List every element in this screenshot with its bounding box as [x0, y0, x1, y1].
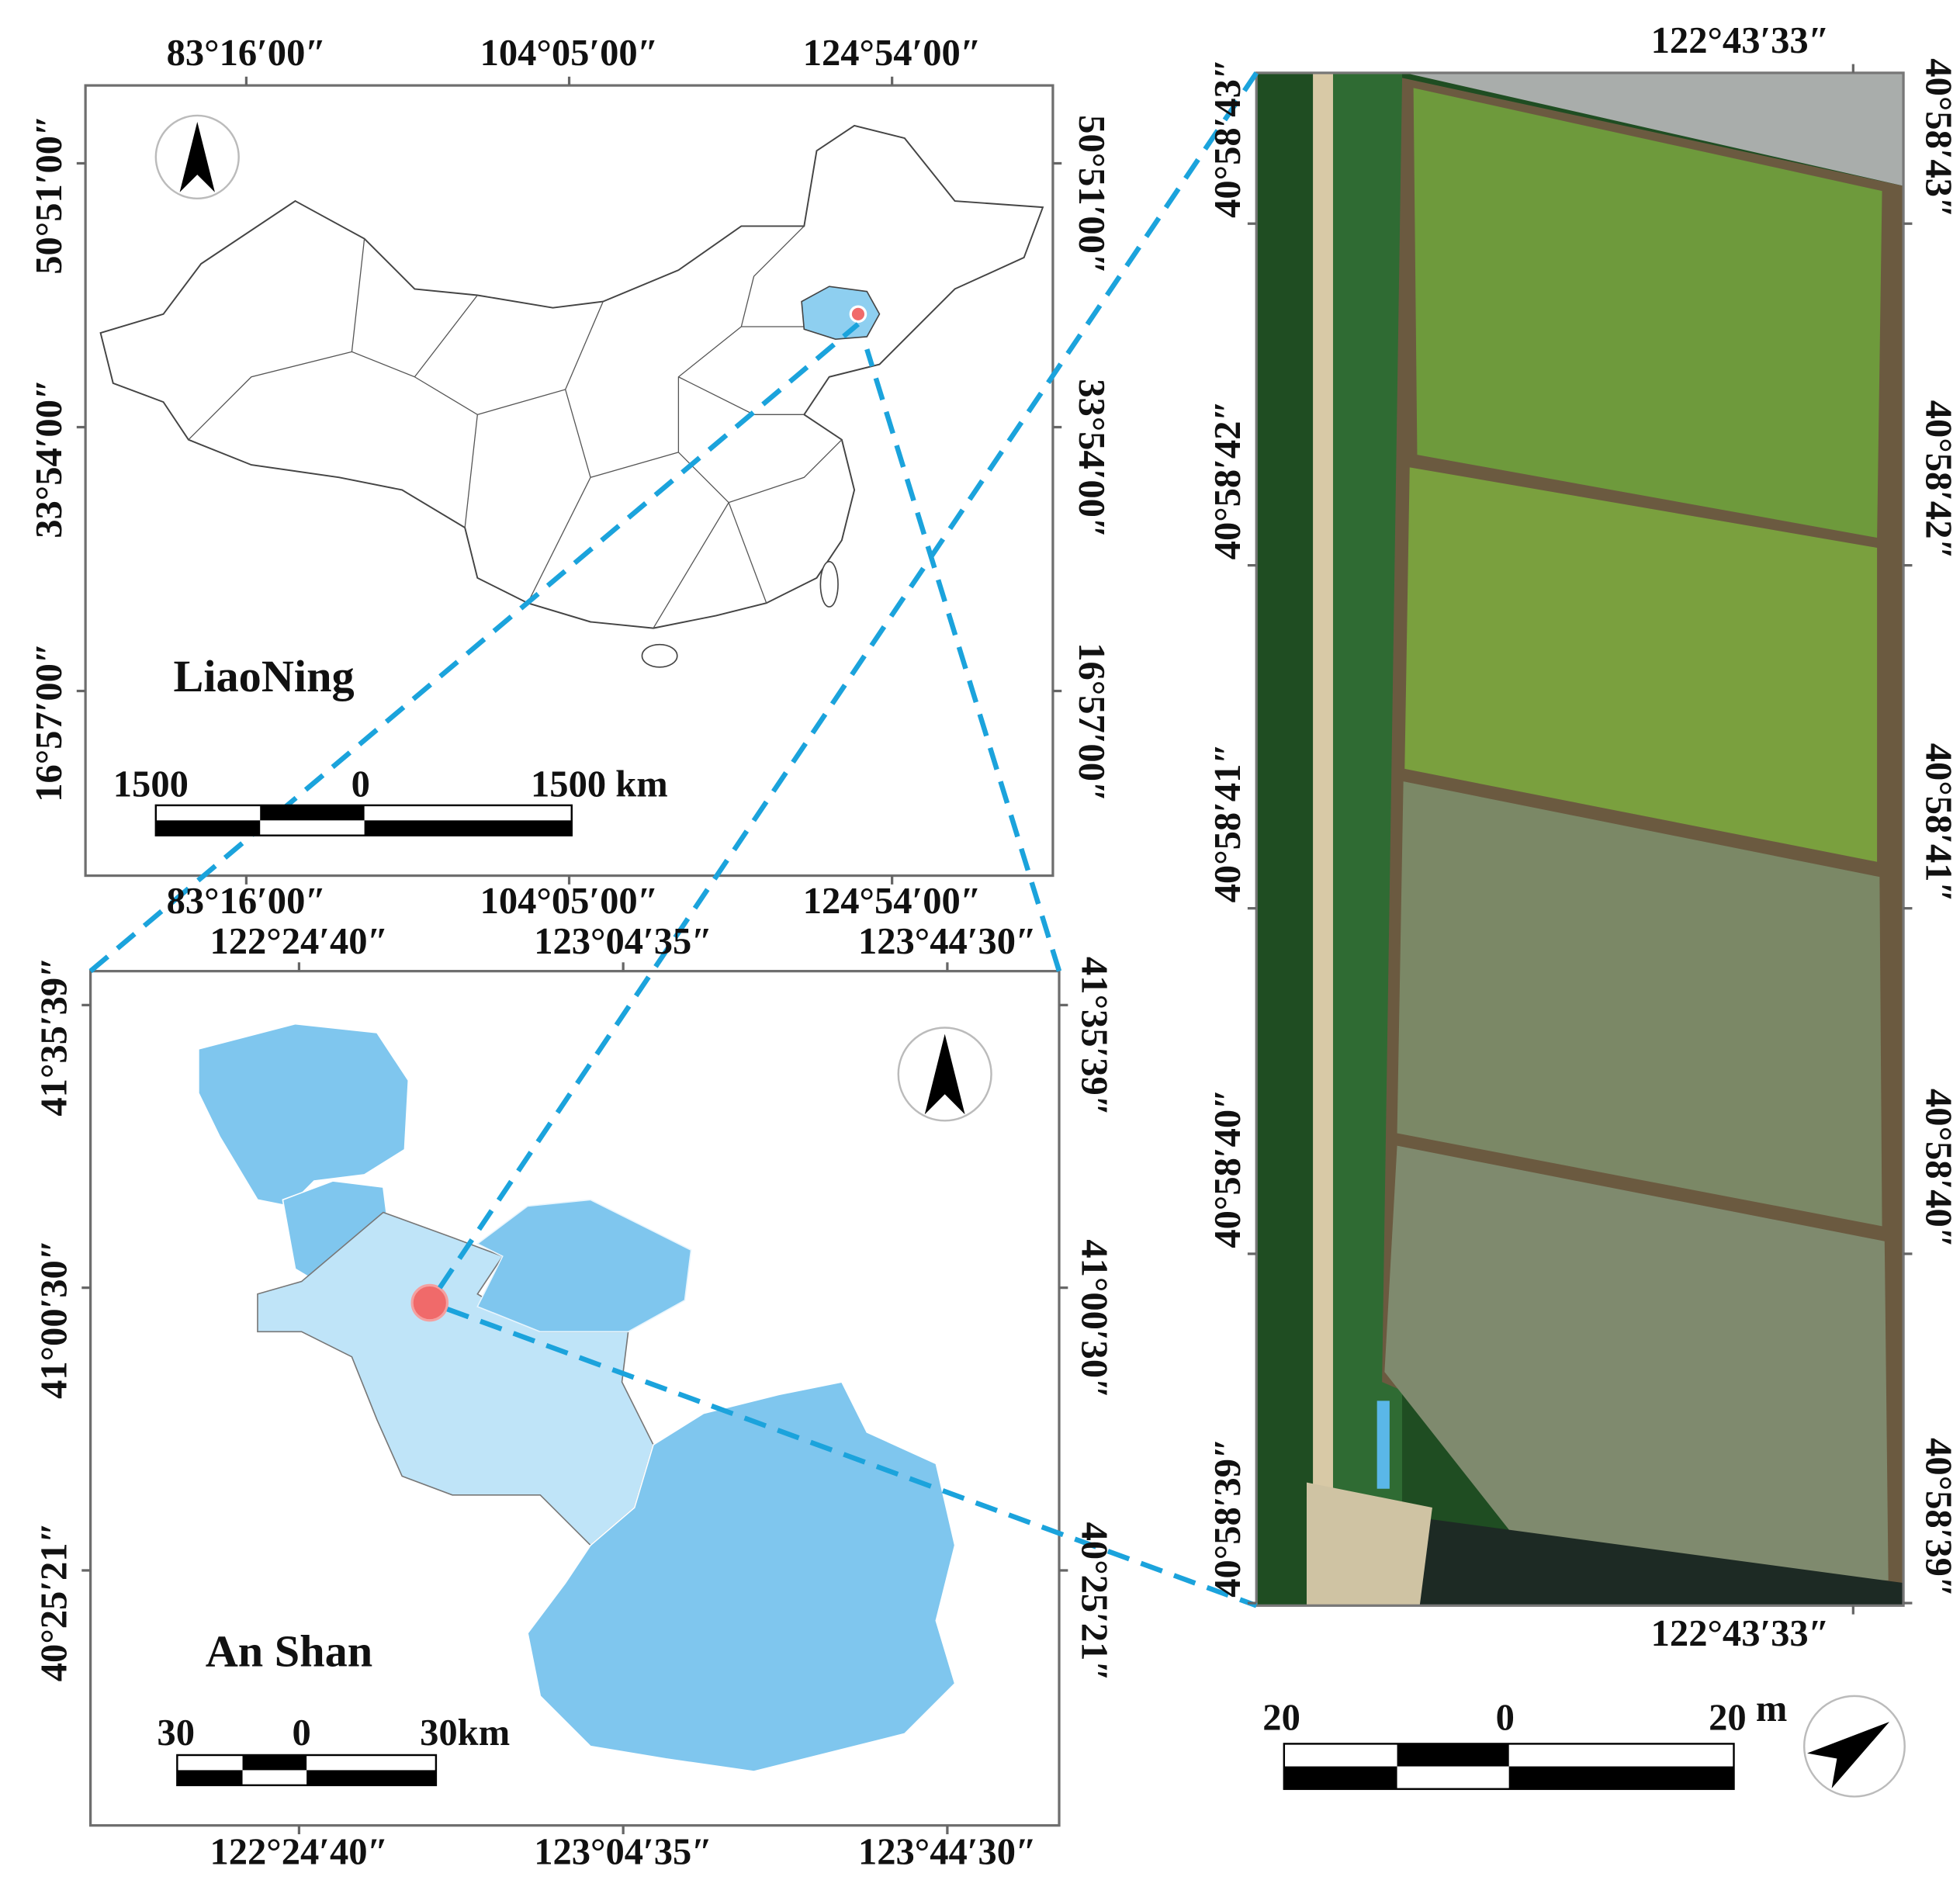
y-coordinate-label: 40°58′43″ — [1917, 58, 1959, 218]
y-coordinate-label: 41°00′30″ — [1073, 1239, 1115, 1399]
scale-label: 0 — [1496, 1696, 1515, 1738]
y-coordinate-label: 40°58′39″ — [1917, 1438, 1959, 1598]
aerial-panel — [1255, 71, 1906, 1798]
road — [1313, 72, 1333, 1606]
field — [1404, 467, 1878, 862]
scale-bar-segment — [1508, 1766, 1734, 1789]
china-panel — [84, 84, 1054, 878]
y-coordinate-label: 41°00′30″ — [33, 1239, 75, 1399]
liaoning — [801, 286, 881, 340]
x-coordinate-label: 104°05′00″ — [480, 880, 659, 922]
connectors — [88, 71, 1259, 1608]
connector-line — [864, 348, 1062, 972]
place-name: An Shan — [206, 1626, 372, 1676]
y-coordinate-label: 41°35′39″ — [33, 957, 75, 1117]
y-coordinate-label: 16°57′00″ — [1071, 642, 1113, 802]
x-coordinate-label: 123°04′35″ — [534, 920, 712, 962]
scale-bar-segment — [177, 1770, 243, 1785]
y-coordinate-label: 40°25′21″ — [1073, 1522, 1115, 1682]
taiwan — [819, 560, 839, 608]
y-coordinate-label: 40°58′40″ — [1207, 1089, 1248, 1248]
water-tank — [1377, 1401, 1390, 1489]
connector-line — [88, 322, 861, 974]
china-outline — [99, 124, 1044, 629]
scale-bar-segment — [1283, 1766, 1397, 1789]
x-coordinate-label: 122°43′33″ — [1651, 19, 1830, 61]
y-coordinate-label: 40°58′39″ — [1207, 1438, 1248, 1598]
region — [476, 1199, 692, 1333]
north-arrow — [1802, 1695, 1906, 1798]
region — [198, 1023, 410, 1207]
yard — [1306, 1482, 1432, 1606]
y-coordinate-label: 40°58′43″ — [1207, 58, 1248, 218]
scale-label: 30km — [420, 1712, 510, 1754]
connector-line — [446, 1307, 1258, 1608]
scale-bar-segment — [242, 1754, 307, 1771]
x-coordinate-label: 124°54′00″ — [803, 32, 982, 74]
y-coordinate-label: 16°57′00″ — [28, 642, 70, 802]
greenhouse — [1404, 72, 1904, 186]
scale-label: 1500 — [113, 763, 189, 805]
scale-bar-segment — [364, 820, 572, 836]
x-coordinate-label: 104°05′00″ — [480, 32, 659, 74]
scale-label: 0 — [351, 763, 370, 805]
y-coordinate-label: 40°58′40″ — [1917, 1089, 1959, 1248]
x-coordinate-label: 122°24′40″ — [210, 1831, 388, 1873]
y-coordinate-label: 50°51′00″ — [28, 115, 70, 275]
x-coordinate-label: 123°44′30″ — [858, 920, 1037, 962]
location-dot — [410, 1283, 449, 1322]
x-coordinate-label: 123°44′30″ — [858, 1831, 1037, 1873]
y-coordinate-label: 33°54′00″ — [28, 379, 70, 538]
labels: 83°16′00″83°16′00″104°05′00″104°05′00″12… — [28, 19, 1959, 1873]
scale-label: 30 — [157, 1712, 195, 1754]
scale-label: m — [1756, 1688, 1787, 1729]
anshan-panel — [89, 970, 1061, 1827]
place-name: LiaoNing — [173, 651, 354, 701]
north-arrow — [154, 114, 240, 200]
field — [1397, 781, 1882, 1227]
y-coordinate-label: 40°58′41″ — [1207, 743, 1248, 903]
scale-bar-segment — [306, 1770, 436, 1785]
scale-label: 0 — [293, 1712, 311, 1754]
y-coordinate-label: 41°35′39″ — [1073, 957, 1115, 1117]
shadow-strip — [1344, 1508, 1904, 1606]
y-coordinate-label: 40°58′41″ — [1917, 743, 1959, 903]
x-coordinate-label: 122°43′33″ — [1651, 1612, 1830, 1654]
y-coordinate-label: 40°58′42″ — [1917, 400, 1959, 560]
scale-bar-segment — [155, 820, 261, 836]
x-coordinate-label: 123°04′35″ — [534, 1831, 712, 1873]
y-coordinate-label: 33°54′00″ — [1071, 379, 1113, 538]
y-coordinate-label: 50°51′00″ — [1071, 115, 1113, 275]
scale-label: 20 — [1709, 1696, 1747, 1738]
location-dot — [849, 305, 867, 324]
field — [1413, 88, 1882, 538]
x-coordinate-label: 83°16′00″ — [167, 880, 327, 922]
north-arrow — [897, 1027, 992, 1122]
x-coordinate-label: 124°54′00″ — [803, 880, 982, 922]
panel-frame — [1255, 71, 1905, 1607]
x-coordinate-label: 83°16′00″ — [167, 32, 327, 74]
y-coordinate-label: 40°25′21″ — [33, 1522, 75, 1682]
scale-bar-segment — [260, 805, 365, 821]
scale-bar-segment — [1397, 1743, 1509, 1767]
scale-label: 1500 km — [531, 763, 668, 805]
hainan — [641, 643, 678, 668]
field — [1384, 1145, 1889, 1581]
scale-label: 20 — [1262, 1696, 1300, 1738]
y-coordinate-label: 40°58′42″ — [1207, 400, 1248, 560]
x-coordinate-label: 122°24′40″ — [210, 920, 388, 962]
